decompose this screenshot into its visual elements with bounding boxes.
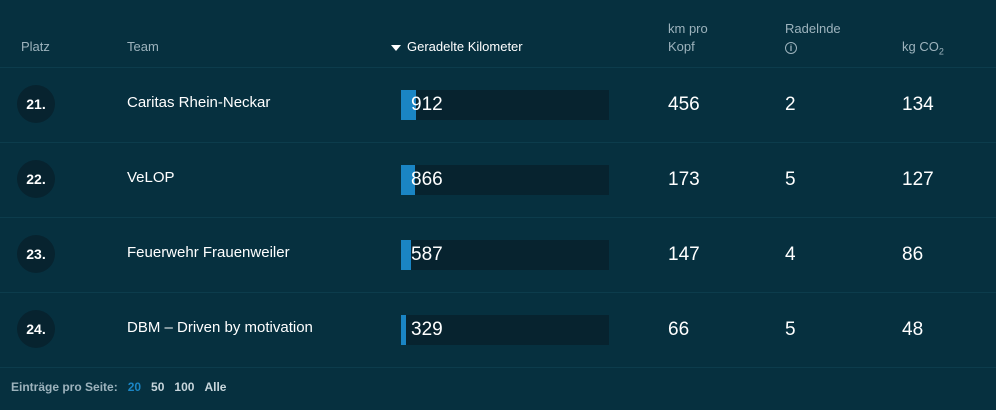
header-radelnde-label: Radelnde xyxy=(785,21,841,36)
header-co2: kg CO2 xyxy=(902,38,944,61)
km-value: 866 xyxy=(411,169,443,190)
km-bar-fill xyxy=(401,315,406,345)
header-km-sortable[interactable]: Geradelte Kilometer xyxy=(391,38,523,56)
sort-descending-icon xyxy=(391,44,401,51)
entries-per-page-label: Einträge pro Seite: xyxy=(11,380,118,394)
rank-badge: 22. xyxy=(17,160,55,198)
radelnde-value: 5 xyxy=(785,319,796,340)
km-bar: 866 xyxy=(401,165,609,195)
km-bar: 329 xyxy=(401,315,609,345)
header-radelnde: Radelnde i xyxy=(785,20,841,56)
header-team: Team xyxy=(127,39,159,54)
per-page-option-100[interactable]: 100 xyxy=(174,380,195,394)
km-pro-kopf-value: 456 xyxy=(668,94,700,115)
header-co2-label: kg CO xyxy=(902,39,939,54)
per-page-option-all[interactable]: Alle xyxy=(204,380,227,394)
header-km-pro-kopf-line2: Kopf xyxy=(668,39,695,54)
km-pro-kopf-value: 147 xyxy=(668,244,700,265)
header-km-pro-kopf: km pro Kopf xyxy=(668,20,738,56)
km-bar-fill xyxy=(401,90,416,120)
co2-value: 86 xyxy=(902,244,924,265)
team-name: DBM – Driven by motivation xyxy=(127,319,313,336)
table-row: 24. DBM – Driven by motivation 329 66 5 … xyxy=(0,293,996,368)
table-header: Platz Team Geradelte Kilometer km pro Ko… xyxy=(0,0,996,68)
km-bar-fill xyxy=(401,240,411,270)
radelnde-value: 4 xyxy=(785,244,796,265)
km-pro-kopf-value: 173 xyxy=(668,169,700,190)
table-row: 22. VeLOP 866 173 5 127 xyxy=(0,143,996,218)
per-page-option-20[interactable]: 20 xyxy=(127,380,142,394)
table-row: 21. Caritas Rhein-Neckar 912 456 2 134 xyxy=(0,68,996,143)
km-bar: 587 xyxy=(401,240,609,270)
km-bar-fill xyxy=(401,165,415,195)
table-row: 23. Feuerwehr Frauenweiler 587 147 4 86 xyxy=(0,218,996,293)
co2-value: 127 xyxy=(902,169,934,190)
rank-badge: 23. xyxy=(17,235,55,273)
info-icon[interactable]: i xyxy=(785,42,797,54)
rank-badge: 24. xyxy=(17,310,55,348)
km-value: 329 xyxy=(411,319,443,340)
header-platz: Platz xyxy=(21,39,50,54)
km-value: 912 xyxy=(411,94,443,115)
pagination: Einträge pro Seite: 20 50 100 Alle xyxy=(11,380,226,394)
km-value: 587 xyxy=(411,244,443,265)
co2-value: 48 xyxy=(902,319,924,340)
team-name: VeLOP xyxy=(127,169,175,186)
team-name: Caritas Rhein-Neckar xyxy=(127,94,271,111)
co2-value: 134 xyxy=(902,94,934,115)
header-km-pro-kopf-line1: km pro xyxy=(668,21,708,36)
header-co2-subscript: 2 xyxy=(938,46,944,57)
km-bar: 912 xyxy=(401,90,609,120)
radelnde-value: 5 xyxy=(785,169,796,190)
header-km-label: Geradelte Kilometer xyxy=(407,39,523,54)
km-pro-kopf-value: 66 xyxy=(668,319,690,340)
team-name: Feuerwehr Frauenweiler xyxy=(127,244,290,261)
rank-badge: 21. xyxy=(17,85,55,123)
radelnde-value: 2 xyxy=(785,94,796,115)
per-page-option-50[interactable]: 50 xyxy=(151,380,165,394)
